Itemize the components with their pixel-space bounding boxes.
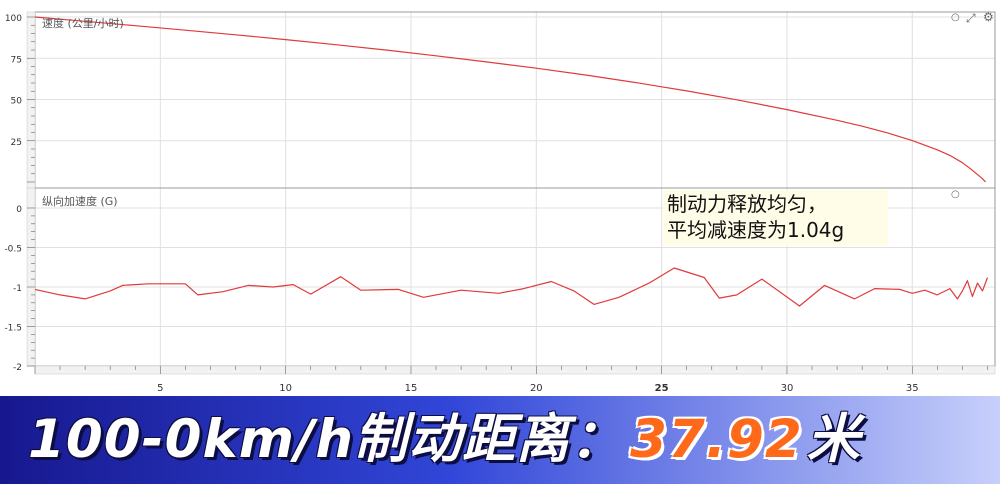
annotation-line: 平均减速度为1.04g — [667, 218, 845, 242]
y-tick-label: -0.5 — [4, 245, 22, 255]
y-axis-ruler — [26, 11, 996, 375]
expand-icon[interactable]: ⤢ — [966, 11, 976, 25]
x-tick-label: 35 — [906, 383, 919, 394]
x-ruler-bar — [34, 365, 996, 375]
braking-distance-value: 37.92 — [630, 409, 803, 470]
settings-icon[interactable]: ⚙ — [983, 10, 994, 24]
y-tick-label: 100 — [5, 14, 22, 24]
braking-distance-unit: 米 — [806, 409, 861, 470]
annotation-callout: 制动力释放均匀， 平均减速度为1.04g — [663, 190, 888, 246]
annotation-line: 制动力释放均匀， — [667, 192, 827, 216]
circle-icon[interactable]: ○ — [951, 12, 960, 23]
banner-prefix: 100-0km/h制动距离： — [28, 409, 625, 470]
tick-labels: 100 75 50 25 0 -0.5 -1 -1.5 -2 5 10 15 20 25 30 35 — [4, 14, 918, 394]
speed-series-line — [34, 16, 986, 183]
series-lines — [34, 16, 989, 307]
accel-series-line — [34, 267, 989, 307]
y-tick-label: 25 — [11, 138, 22, 148]
y-tick-label: -1 — [13, 284, 22, 294]
y-tick-label: 75 — [11, 55, 22, 65]
x-tick-label: 15 — [405, 383, 418, 394]
speed-panel-title: 速度 (公里/小时) — [42, 17, 124, 30]
y-ruler-bar — [26, 187, 36, 367]
y-tick-label: 50 — [11, 97, 23, 107]
accel-panel-title: 纵向加速度 (G) — [42, 195, 118, 208]
y-ruler-bar — [26, 11, 36, 189]
circle-icon[interactable]: ○ — [951, 189, 960, 200]
y-tick-label: 0 — [16, 205, 22, 215]
y-tick-label: -2 — [13, 363, 22, 373]
banner-text: 100-0km/h制动距离： 37.92米 — [28, 403, 861, 477]
telemetry-charts: 100 75 50 25 0 -0.5 -1 -1.5 -2 5 10 15 20 25 30 35 — [4, 11, 996, 394]
x-tick-label: 10 — [279, 383, 292, 394]
x-tick-label: 5 — [157, 383, 163, 394]
x-tick-label: 25 — [655, 383, 669, 394]
x-tick-label: 30 — [781, 383, 794, 394]
y-tick-label: -1.5 — [4, 324, 22, 334]
result-banner: 100-0km/h制动距离： 37.92米 — [0, 396, 1000, 484]
x-tick-label: 20 — [530, 383, 543, 394]
